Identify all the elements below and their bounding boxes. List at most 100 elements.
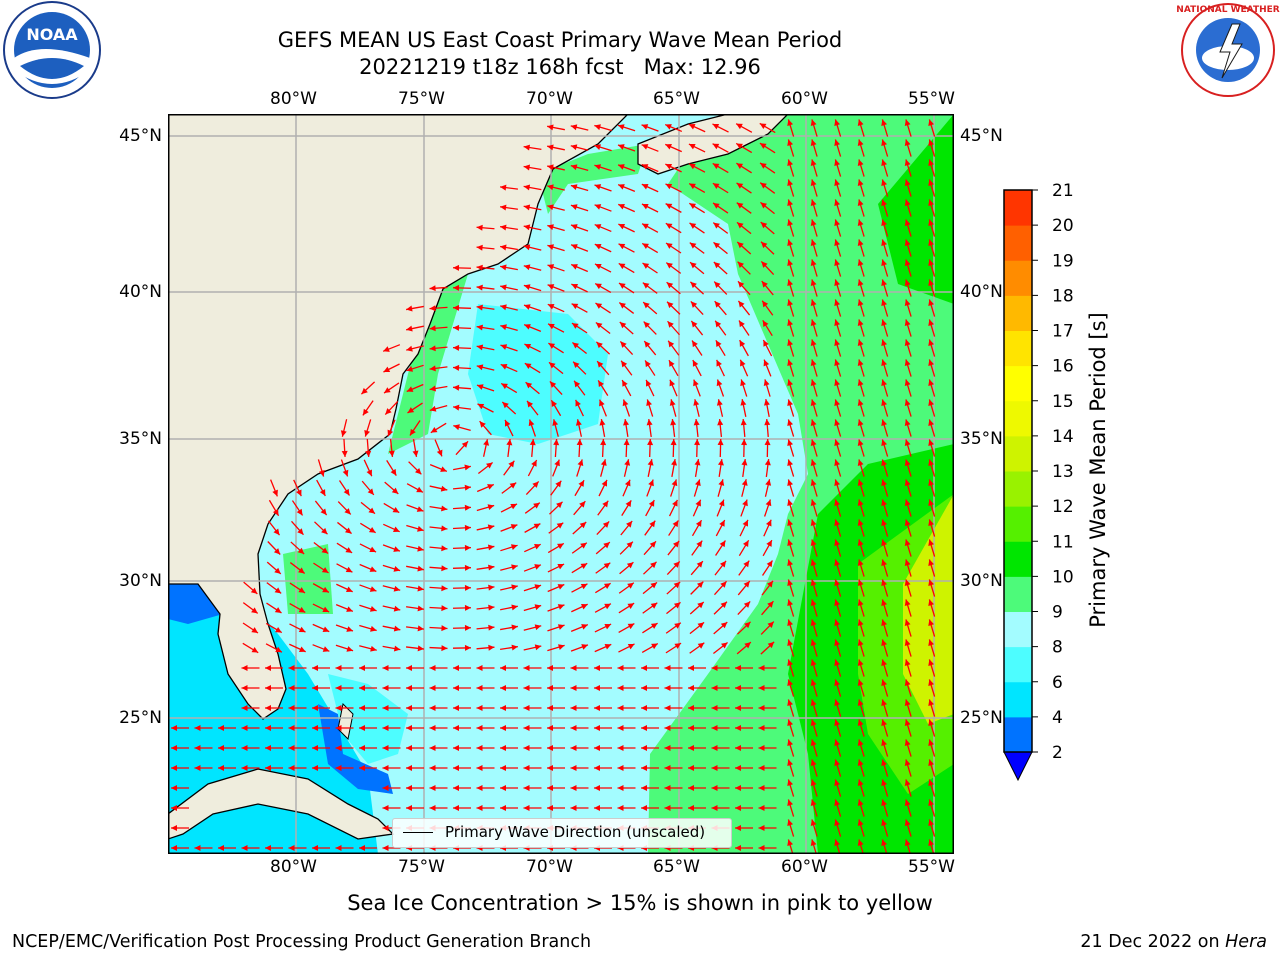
wave-direction-arrowhead [603,562,611,569]
noaa-logo: NOAA [3,1,101,99]
nws-logo: NATIONAL WEATHER [1176,3,1280,97]
wave-direction-arrowhead [857,719,864,726]
wave-direction-arrowhead [534,564,541,570]
wave-direction-arrowhead [928,559,935,566]
wave-direction-arrowhead [345,547,353,553]
wave-direction-arrowhead [251,627,258,633]
wave-direction-arrowhead [580,604,588,610]
wave-direction-arrowhead [881,359,888,366]
wave-direction-arrowhead [416,506,424,512]
colorbar-blocks [1004,190,1032,753]
wave-direction-arrowhead [554,459,560,467]
wave-direction-arrowhead [758,725,765,731]
wave-direction-arrowhead [760,241,768,249]
wave-direction-arrowhead [737,281,745,288]
wave-direction-arrowhead [218,845,224,851]
wave-direction-arrowhead [393,546,400,552]
wave-direction-arrowhead [810,479,817,486]
wave-direction-arrowhead [547,224,554,231]
wave-direction-arrowhead [787,319,794,326]
wave-direction-arrowhead [857,399,864,406]
colorbar-block [1004,681,1032,718]
wave-direction-arrowhead [557,604,565,610]
wave-direction-arrowhead [510,544,518,550]
wave-direction-arrowhead [548,323,555,330]
wave-direction-arrowhead [719,520,725,527]
wave-direction-arrowhead [857,279,864,286]
period-10-11-region [878,114,954,304]
wave-direction-arrowhead [617,725,624,731]
wave-direction-arrowhead [690,301,698,308]
wave-direction-arrowhead [787,499,794,506]
wave-direction-arrowhead [322,626,330,632]
colorbar-block [1004,330,1032,367]
wave-direction-arrowhead [552,419,559,426]
wave-direction-arrowhead [928,279,935,286]
wave-direction-arrowhead [500,745,506,751]
wave-direction-arrowhead [881,699,888,706]
wave-direction-arrowhead [335,725,342,731]
wave-direction-arrowhead [604,644,612,650]
wave-direction-arrowhead [810,619,817,626]
lat-label-left-30n: 30°N [119,571,162,591]
wave-direction-arrowhead [787,399,794,406]
wave-direction-arrowhead [904,159,911,166]
wave-direction-arrowhead [720,601,727,609]
wave-direction-arrowhead [340,430,347,437]
wave-direction-arrowhead [649,541,656,548]
wave-direction-arrowhead [603,583,611,589]
wave-direction-arrowhead [742,540,749,547]
wave-direction-arrowhead [382,825,389,831]
wave-direction-arrowhead [171,765,177,771]
wave-direction-arrowhead [461,441,469,448]
cuba [168,768,395,840]
chart-subtitle: 20221219 t18z 168h fcst Max: 12.96 [359,55,761,79]
wave-direction-arrowhead [834,519,841,526]
wave-direction-arrowhead [928,779,935,786]
wave-direction-arrowhead [406,785,412,791]
wave-direction-arrowhead [810,419,817,426]
wave-direction-arrowhead [385,408,392,415]
wave-direction-arrowhead [464,624,471,631]
wave-direction-arrowhead [928,119,935,126]
wave-direction-arrowhead [810,199,817,206]
wave-direction-arrowhead [476,324,484,331]
wave-direction-arrowhead [650,582,657,589]
wave-direction-arrowhead [361,387,368,395]
wave-direction-arrowhead [618,144,625,150]
lat-label-left-35n: 35°N [119,429,162,449]
wave-direction-arrowhead [390,468,397,476]
wave-direction-arrowhead [626,541,633,549]
wave-direction-arrowhead [194,845,201,851]
wave-direction-arrowhead [393,645,401,652]
wave-direction-arrowhead [741,479,748,486]
wave-direction-arrowhead [441,505,448,512]
wave-direction-arrowhead [523,144,531,151]
wave-direction-arrowhead [464,604,471,611]
wave-direction-arrowhead [288,725,295,731]
wave-direction-arrowhead [523,284,531,291]
wave-direction-arrowhead [453,264,460,271]
wave-direction-arrowhead [766,560,773,568]
wave-direction-arrowhead [594,184,602,190]
wave-direction-arrowhead [736,143,743,150]
wave-direction-arrowhead [533,523,541,530]
wave-direction-arrowhead [570,164,578,171]
wave-direction-arrowhead [594,124,601,131]
wave-direction-arrowhead [500,324,507,331]
wave-direction-arrowhead [881,239,888,246]
wave-direction-arrowhead [500,284,507,291]
wave-direction-arrowhead [763,379,770,386]
wave-direction-arrowhead [857,319,864,326]
lon-label-bottom-60w: 60°W [781,857,828,877]
wave-direction-arrowhead [429,365,436,372]
wave-direction-arrowhead [548,362,556,369]
wave-direction-arrowhead [643,321,651,328]
wave-direction-arrowhead [553,439,560,446]
wave-direction-arrowhead [787,239,794,246]
wave-direction-arrowhead [533,502,540,509]
wave-direction-arrowhead [688,665,694,671]
colorbar-tick-label: 4 [1052,708,1063,728]
wave-direction-arrowhead [570,665,577,671]
wave-direction-arrowhead [364,429,370,437]
